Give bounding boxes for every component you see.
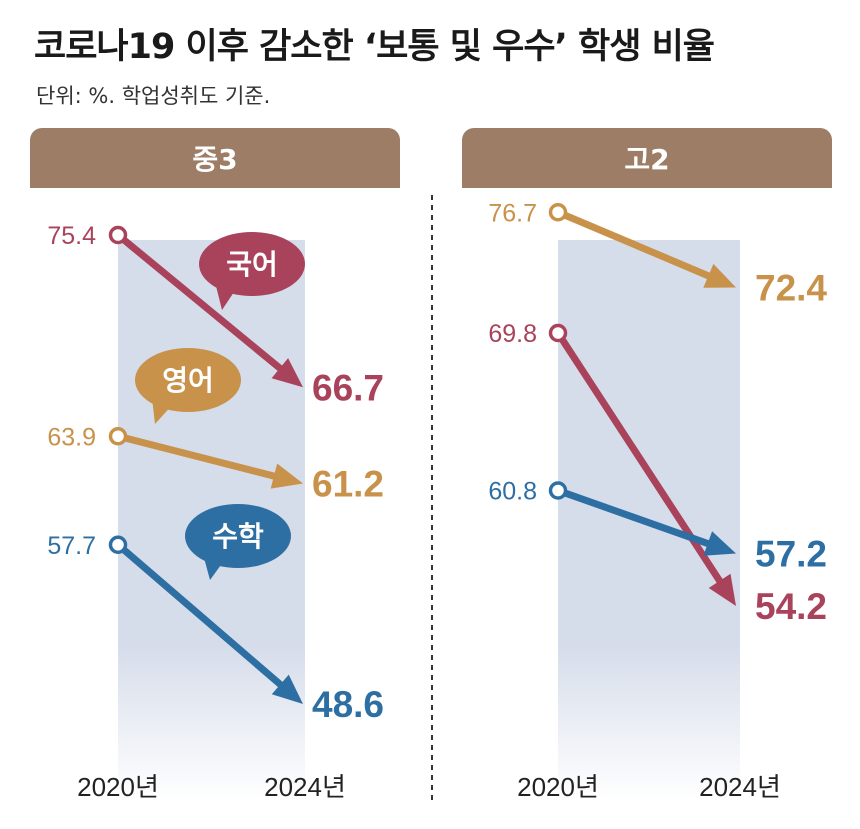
end-value-label: 61.2	[312, 464, 384, 505]
series-korean-1-arrowhead	[708, 573, 736, 606]
series-math-1-arrowhead	[703, 531, 736, 556]
series-korean-0-arrowhead	[271, 358, 303, 388]
start-value-label: 69.8	[488, 320, 537, 348]
start-value-label: 76.7	[488, 199, 537, 227]
bubble-body	[135, 348, 241, 412]
series-english-0-line	[124, 434, 277, 480]
series-english-1-arrowhead	[703, 263, 736, 288]
series-english-0-start-point	[108, 427, 128, 446]
panel-header-middle3: 중3	[30, 128, 400, 188]
x-tick-label: 2020년	[77, 772, 159, 802]
start-value-label: 63.9	[47, 423, 96, 451]
chart-title: 코로나19 이후 감소한 ‘보통 및 우수’ 학생 비율	[34, 27, 715, 67]
x-tick-label: 2024년	[264, 772, 346, 802]
series-math-1-line	[564, 489, 711, 548]
end-value-label: 72.4	[755, 268, 827, 309]
bubble-body	[185, 504, 291, 568]
series-english-1-line	[564, 212, 712, 280]
end-value-label: 48.6	[312, 684, 384, 725]
start-value-label: 75.4	[47, 222, 96, 250]
end-value-label: 54.2	[755, 586, 827, 627]
series-korean-1-start-point	[548, 323, 568, 343]
x-tick-label: 2020년	[517, 772, 599, 802]
series-korean-0-start-point	[108, 225, 128, 245]
x-tick-label: 2024년	[699, 772, 781, 802]
chart-subtitle: 단위: %. 학업성취도 기준.	[36, 84, 271, 108]
legend-bubble-english: 영어	[135, 348, 241, 424]
series-math-1-start-point	[548, 481, 568, 500]
series-korean-0-line	[121, 237, 284, 373]
legend-label: 영어	[162, 364, 214, 397]
series-english-1-start-point	[548, 203, 568, 222]
legend-bubble-math: 수학	[185, 504, 291, 580]
series-math-0-start-point	[108, 535, 128, 554]
series-math-0-line	[121, 547, 285, 689]
start-value-label: 60.8	[488, 478, 537, 506]
legend-label: 국어	[226, 248, 278, 281]
bubble-body	[199, 232, 305, 296]
end-value-label: 57.2	[755, 534, 827, 575]
end-value-label: 66.7	[312, 367, 384, 408]
series-english-0-arrowhead	[270, 463, 303, 489]
legend-bubble-korean: 국어	[199, 232, 305, 310]
legend-label: 수학	[212, 520, 264, 553]
start-value-label: 57.7	[47, 532, 96, 560]
panel-header-high2: 고2	[462, 128, 832, 188]
series-math-0-arrowhead	[271, 674, 303, 704]
